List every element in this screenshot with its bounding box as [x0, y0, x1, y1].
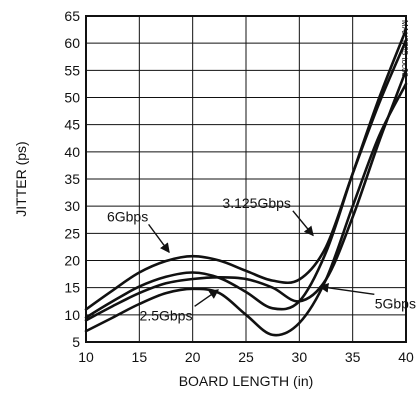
y-tick-label: 55: [64, 62, 80, 78]
x-tick-label: 15: [132, 349, 148, 365]
y-tick-label: 45: [64, 117, 80, 133]
y-tick-label: 60: [64, 35, 80, 51]
series-line-2-5gbps: [84, 82, 408, 337]
annotation-arrow-2-5gbps: [194, 289, 220, 307]
y-tick-label: 65: [64, 8, 80, 24]
x-tick-label: 25: [238, 349, 254, 365]
series-line-5gbps: [84, 69, 408, 322]
y-axis-label: JITTER (ps): [13, 141, 29, 216]
y-tick-label: 30: [64, 198, 80, 214]
annotation-2-5gbps: 2.5Gbps: [140, 289, 220, 323]
x-tick-label: 10: [78, 349, 94, 365]
y-tick-label: 25: [64, 225, 80, 241]
annotation-arrow-3-125gbps: [292, 210, 314, 237]
y-tick-label: 20: [64, 253, 80, 269]
annotation-label-2-5gbps: 2.5Gbps: [140, 307, 193, 323]
annotation-label-6gbps: 6Gbps: [107, 208, 148, 224]
annotation-arrow-6gbps: [148, 223, 170, 254]
x-axis-label: BOARD LENGTH (in): [179, 373, 314, 389]
plot-frame: [85, 15, 407, 343]
y-tick-label: 15: [64, 280, 80, 296]
y-tick-label: 35: [64, 171, 80, 187]
y-tick-label: 5: [72, 334, 80, 350]
x-tick-label: 30: [292, 349, 308, 365]
annotation-6gbps: 6Gbps: [107, 208, 170, 254]
y-tick-label: 40: [64, 144, 80, 160]
x-tick-label: 40: [398, 349, 414, 365]
annotation-arrow-5gbps: [318, 282, 375, 296]
annotation-3-125gbps: 3.125Gbps: [222, 195, 314, 237]
annotation-label-5gbps: 5Gbps: [375, 295, 416, 311]
annotation-5gbps: 5Gbps: [318, 282, 416, 311]
series-line-3-125gbps: [84, 28, 408, 319]
annotation-label-3-125gbps: 3.125Gbps: [222, 195, 291, 211]
figure-code-watermark: MAX3785 toc08: [400, 20, 409, 77]
x-tick-label: 20: [185, 349, 201, 365]
x-tick-label: 35: [345, 349, 361, 365]
y-tick-label: 50: [64, 90, 80, 106]
y-tick-label: 10: [64, 307, 80, 323]
annotations: 6Gbps 3.125Gbps 5Gbps 2.5Gbps: [107, 195, 416, 323]
series-lines: [84, 28, 408, 337]
